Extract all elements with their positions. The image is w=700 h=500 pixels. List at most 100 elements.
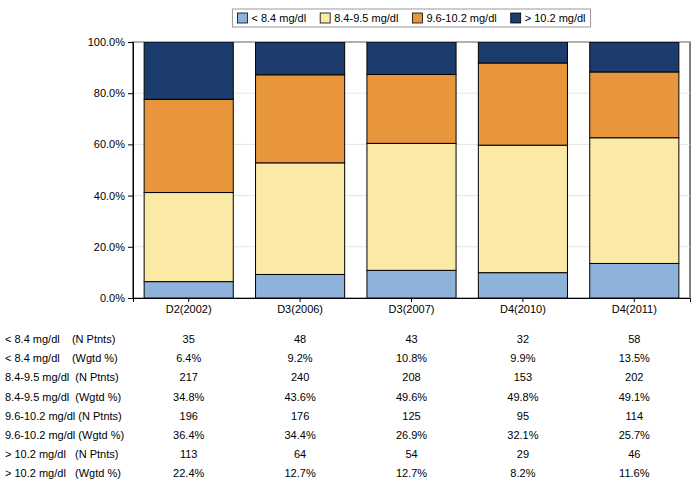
table-cell: 43.6% bbox=[284, 391, 315, 403]
table-cell: 49.6% bbox=[396, 391, 427, 403]
x-tick: D3(2006) bbox=[277, 298, 323, 315]
x-tick: D3(2007) bbox=[389, 298, 435, 315]
y-tick: 40.0% bbox=[94, 190, 133, 202]
table-cell: 9.2% bbox=[288, 352, 313, 364]
y-tick: 0.0% bbox=[100, 292, 133, 304]
y-tick-label: 20.0% bbox=[94, 241, 125, 253]
table-cell: 217 bbox=[180, 371, 198, 383]
table-cell: 12.7% bbox=[284, 467, 315, 479]
bar-segment bbox=[144, 193, 233, 282]
legend-swatch bbox=[320, 13, 330, 23]
x-tick-label: D3(2007) bbox=[389, 303, 435, 315]
bar-segment bbox=[590, 72, 679, 138]
table-cell: 36.4% bbox=[173, 429, 204, 441]
y-axis-line bbox=[128, 43, 134, 299]
y-tick-mark bbox=[128, 42, 133, 43]
bar-segment bbox=[367, 75, 456, 144]
bar-segment bbox=[256, 42, 345, 75]
table-cell: 64 bbox=[294, 448, 306, 460]
legend-swatch bbox=[511, 13, 521, 23]
x-axis: D2(2002) D3(2006) D3(2007) D4(2010) D4(2011) bbox=[134, 298, 691, 315]
bar-segment bbox=[478, 273, 567, 298]
plot-frame bbox=[133, 42, 690, 298]
table-cell: 9.9% bbox=[510, 352, 535, 364]
y-tick-mark bbox=[128, 247, 133, 248]
table-cell: 32.1% bbox=[507, 429, 538, 441]
bar-segment bbox=[590, 42, 679, 72]
y-tick: 80.0% bbox=[94, 87, 133, 99]
table-cell: 32 bbox=[517, 333, 529, 345]
table-cell: 49.1% bbox=[619, 391, 650, 403]
y-tick-label: 100.0% bbox=[88, 36, 126, 48]
table-cell: 6.4% bbox=[176, 352, 201, 364]
legend-label: 8.4-9.5 mg/dl bbox=[334, 12, 398, 24]
table-cell: 153 bbox=[514, 371, 532, 383]
table-cell: 35 bbox=[183, 333, 195, 345]
legend-label: > 10.2 mg/dl bbox=[525, 12, 586, 24]
table-row-label: > 10.2 mg/dl (Wgtd %) bbox=[5, 467, 121, 479]
legend-item: 9.6-10.2 mg/dl bbox=[412, 12, 496, 24]
legend-swatch bbox=[412, 13, 422, 23]
bar-segment bbox=[144, 282, 233, 298]
y-tick-label: 60.0% bbox=[94, 138, 125, 150]
table-cell: 22.4% bbox=[173, 467, 204, 479]
legend-item: 8.4-9.5 mg/dl bbox=[320, 12, 398, 24]
x-axis-line bbox=[134, 299, 691, 303]
table-cell: 26.9% bbox=[396, 429, 427, 441]
table-row-label: < 8.4 mg/dl (N Ptnts) bbox=[5, 333, 115, 345]
y-tick: 60.0% bbox=[94, 138, 133, 150]
bar-segment bbox=[144, 42, 233, 99]
y-tick-label: 0.0% bbox=[100, 292, 125, 304]
table-cell: 48 bbox=[294, 333, 306, 345]
y-axis: 0.0% 20.0% 40.0% 60.0% 80.0% 100.0% bbox=[88, 36, 134, 304]
x-tick-mark bbox=[188, 298, 189, 302]
bar-segment bbox=[256, 274, 345, 298]
table-cell: 13.5% bbox=[619, 352, 650, 364]
table-row-label: 8.4-9.5 mg/dl (N Ptnts) bbox=[5, 371, 119, 383]
x-tick-mark bbox=[300, 298, 301, 302]
y-tick: 100.0% bbox=[88, 36, 133, 48]
x-tick-mark bbox=[634, 298, 635, 302]
bar-segment bbox=[478, 42, 567, 63]
table-row-label: 9.6-10.2 mg/dl (Wgtd %) bbox=[5, 429, 124, 441]
table-cell: 176 bbox=[291, 410, 309, 422]
x-tick: D2(2002) bbox=[166, 298, 212, 315]
table-cell: 11.6% bbox=[619, 467, 650, 479]
table-cell: 114 bbox=[626, 410, 644, 422]
y-tick-label: 80.0% bbox=[94, 87, 125, 99]
x-tick-mark bbox=[411, 298, 412, 302]
x-tick-mark bbox=[522, 298, 523, 302]
table-cell: 95 bbox=[517, 410, 529, 422]
legend-box bbox=[232, 9, 590, 27]
y-tick: 20.0% bbox=[94, 241, 133, 253]
x-tick-label: D4(2010) bbox=[500, 303, 546, 315]
bar-segment bbox=[367, 143, 456, 270]
table-row-label: < 8.4 mg/dl (Wgtd %) bbox=[5, 352, 118, 364]
table-cell: 12.7% bbox=[396, 467, 427, 479]
bar-segment bbox=[367, 270, 456, 298]
y-tick-mark bbox=[128, 298, 133, 299]
table-cell: 43 bbox=[405, 333, 417, 345]
legend-swatch bbox=[237, 13, 247, 23]
bar-segment bbox=[367, 42, 456, 75]
bar-segment bbox=[256, 75, 345, 163]
table-row-label: 8.4-9.5 mg/dl (Wgtd %) bbox=[5, 391, 121, 403]
bar-segment bbox=[590, 263, 679, 298]
table-cell: 34.8% bbox=[173, 391, 204, 403]
y-tick-mark bbox=[128, 93, 133, 94]
bar-segment bbox=[478, 145, 567, 272]
table-cell: 125 bbox=[402, 410, 420, 422]
bar-segment bbox=[590, 138, 679, 264]
chart: 0.0% 20.0% 40.0% 60.0% 80.0% 100.0% D2(2002) D3… bbox=[0, 0, 700, 500]
y-tick-mark bbox=[128, 144, 133, 145]
legend-item: < 8.4 mg/dl bbox=[237, 12, 306, 24]
table-cell: 202 bbox=[625, 371, 643, 383]
table-cell: 240 bbox=[291, 371, 309, 383]
table-cell: 8.2% bbox=[510, 467, 535, 479]
y-tick-mark bbox=[128, 196, 133, 197]
table-cell: 49.8% bbox=[507, 391, 538, 403]
table-cell: 208 bbox=[402, 371, 420, 383]
table-cell: 58 bbox=[628, 333, 640, 345]
table-cell: 10.8% bbox=[396, 352, 427, 364]
x-tick-label: D4(2011) bbox=[612, 303, 657, 315]
